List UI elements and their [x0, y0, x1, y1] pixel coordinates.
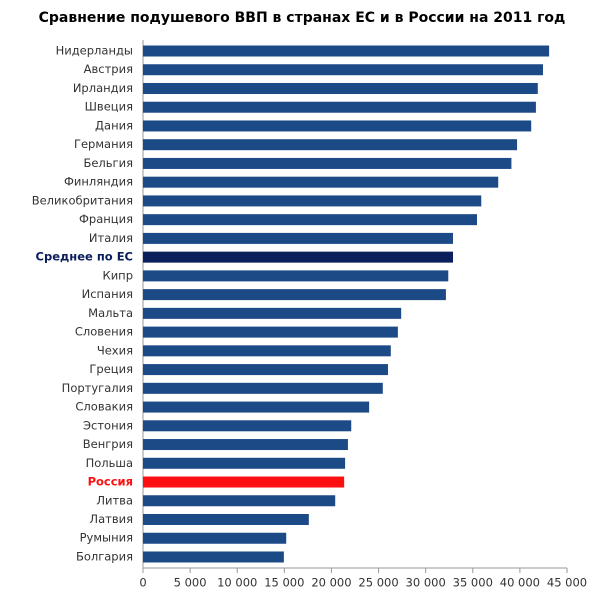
bar — [143, 382, 383, 394]
bar — [143, 476, 345, 488]
y-tick-label: Нидерланды — [56, 44, 133, 58]
bar — [143, 345, 391, 357]
y-tick-label: Австрия — [84, 62, 133, 76]
y-tick-label: Польша — [86, 456, 133, 470]
y-tick-label: Литва — [96, 493, 133, 507]
bar — [143, 364, 388, 376]
bar — [143, 270, 449, 282]
bar — [143, 326, 398, 338]
bar — [143, 495, 336, 507]
bar — [143, 176, 499, 188]
y-tick-label: Дания — [95, 118, 133, 132]
bar — [143, 251, 453, 263]
y-tick-label: Португалия — [62, 381, 133, 395]
bar — [143, 532, 287, 544]
y-tick-label: Среднее по ЕС — [36, 250, 133, 264]
x-tick-label: 20 000 — [311, 576, 351, 590]
y-tick-label: Болгария — [76, 549, 133, 563]
y-tick-label: Румыния — [80, 531, 133, 545]
y-tick-label: Греция — [89, 362, 133, 376]
y-tick-label: Германия — [74, 137, 133, 151]
y-tick-label: Финляндия — [64, 175, 133, 189]
bar — [143, 139, 518, 151]
y-tick-label: Кипр — [103, 268, 133, 282]
y-tick-label: Великобритания — [32, 193, 133, 207]
bar — [143, 45, 550, 57]
x-tick-label: 15 000 — [264, 576, 304, 590]
y-tick-label: Франция — [79, 212, 133, 226]
bar — [143, 82, 538, 94]
bar — [143, 289, 446, 301]
bar — [143, 457, 346, 469]
bar — [143, 195, 482, 207]
y-tick-label: Эстония — [83, 418, 133, 432]
bar — [143, 307, 402, 319]
x-tick-label: 30 000 — [406, 576, 446, 590]
y-tick-label: Словакия — [75, 400, 133, 414]
y-tick-label: Россия — [88, 475, 133, 489]
y-tick-label: Бельгия — [83, 156, 133, 170]
x-tick-label: 35 000 — [453, 576, 493, 590]
y-tick-label: Венгрия — [83, 437, 133, 451]
bar — [143, 157, 512, 169]
bar — [143, 439, 348, 451]
y-tick-label: Ирландия — [73, 81, 133, 95]
x-tick-label: 45 000 — [547, 576, 587, 590]
bar — [143, 101, 536, 113]
bar — [143, 214, 478, 226]
x-tick-label: 0 — [139, 576, 146, 590]
y-tick-label: Италия — [89, 231, 133, 245]
bar — [143, 401, 370, 413]
bar — [143, 420, 352, 432]
x-tick-label: 5 000 — [174, 576, 207, 590]
x-tick-label: 25 000 — [358, 576, 398, 590]
y-tick-label: Латвия — [89, 512, 133, 526]
bar — [143, 514, 309, 525]
bar — [143, 64, 543, 76]
bar — [143, 232, 453, 244]
y-tick-label: Чехия — [97, 343, 133, 357]
y-tick-label: Словения — [75, 325, 133, 339]
chart-title: Сравнение подушевого ВВП в странах ЕС и … — [39, 10, 566, 26]
x-tick-label: 40 000 — [500, 576, 540, 590]
x-tick-label: 10 000 — [217, 576, 257, 590]
bar — [143, 120, 532, 132]
y-tick-label: Мальта — [88, 306, 133, 320]
bar — [143, 551, 284, 563]
y-tick-label: Испания — [82, 287, 133, 301]
y-tick-label: Швеция — [85, 100, 133, 114]
